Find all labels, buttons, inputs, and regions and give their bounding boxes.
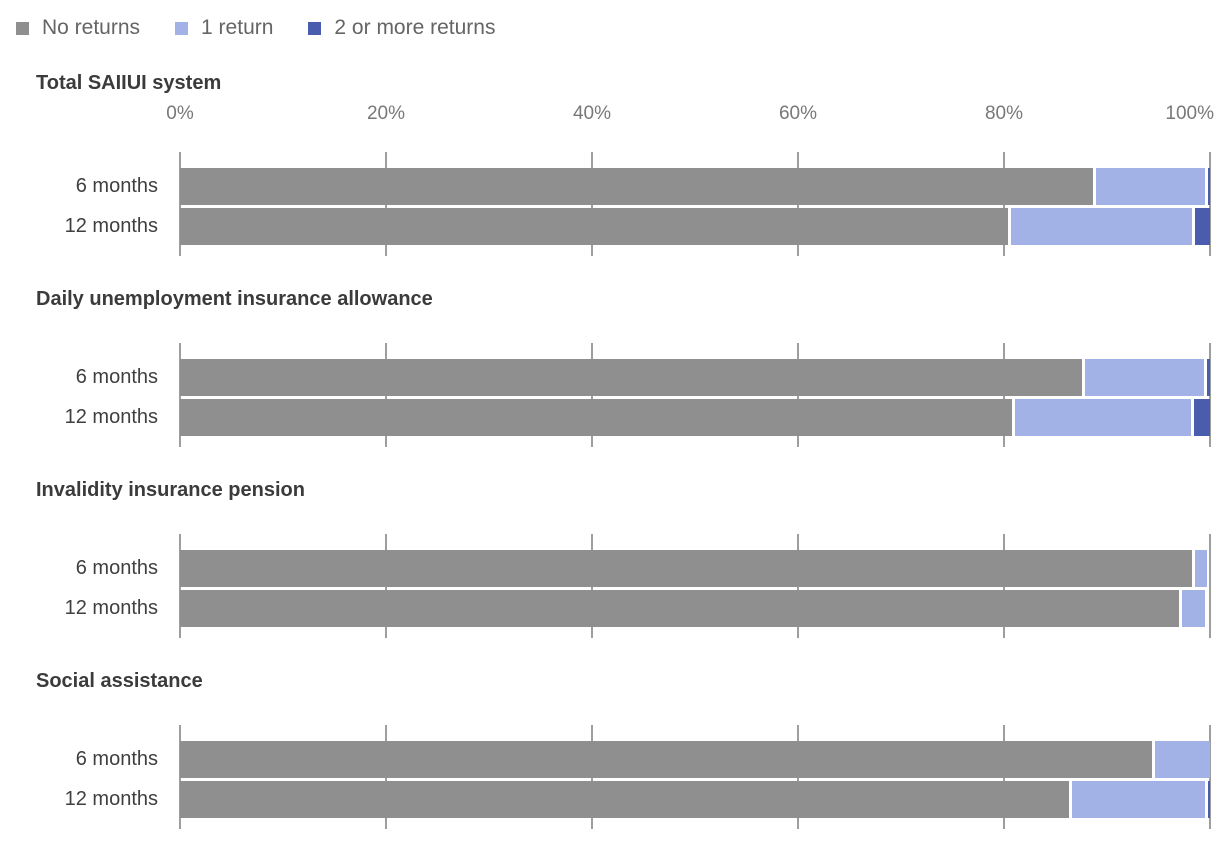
bar-segment-2-or-more-returns <box>1203 359 1210 396</box>
bar-segment-no-returns <box>180 741 1153 778</box>
x-axis-tick-label: 20% <box>366 103 406 124</box>
bar-segment-1-return <box>1192 550 1207 587</box>
legend-swatch-icon <box>16 21 29 35</box>
bar-segment-1-return <box>1082 359 1204 396</box>
bar-segment-no-returns <box>180 208 1009 245</box>
bar-row-12-months: 12 months <box>65 399 1210 436</box>
legend-label: 1 return <box>201 16 274 39</box>
bar-segment-1-return <box>1179 590 1205 627</box>
gridline <box>1209 152 1211 256</box>
row-label: 6 months <box>75 557 158 579</box>
bar-row-12-months: 12 months <box>65 781 1210 818</box>
bar-segment-1-return <box>1012 399 1192 436</box>
charts-container: Total SAIIUI system 0% 20% 40% 60% 80% 100% 6 m… <box>0 71 1220 829</box>
bar-row-6-months: 6 months <box>76 741 1210 778</box>
chart-total-saiiui-system: Total SAIIUI system 0% 20% 40% 60% 80% 100% 6 m… <box>0 71 1220 256</box>
gridline <box>1209 534 1211 638</box>
plot-area: 6 months 12 months <box>65 152 1211 256</box>
legend-item-no-returns: No returns <box>16 16 140 40</box>
plot-area: 6 months 12 months <box>65 534 1211 638</box>
row-label: 12 months <box>64 215 158 237</box>
x-axis-tick-labels: 0% 20% 40% 60% 80% 100% <box>166 103 1214 129</box>
chart-social-assistance: Social assistance 6 months 12 months <box>0 669 1220 829</box>
chart-title: Invalidity insurance pension <box>36 479 305 501</box>
chart-legend: No returns 1 return 2 or more returns <box>0 0 1220 41</box>
row-label: 12 months <box>64 406 158 428</box>
bar-row-12-months: 12 months <box>65 590 1210 627</box>
row-label: 12 months <box>64 788 158 810</box>
bar-rows: 6 months 12 months <box>65 168 1210 245</box>
legend-label: No returns <box>42 16 141 39</box>
legend-swatch-icon <box>308 21 322 35</box>
row-label: 12 months <box>64 597 158 619</box>
bar-segment-1-return <box>1068 781 1205 818</box>
bar-segment-no-returns <box>180 399 1013 436</box>
legend-item-2-or-more-returns: 2 or more returns <box>308 16 495 40</box>
bar-segment-2-or-more-returns <box>1192 208 1210 245</box>
bar-rows: 6 months 12 months <box>65 741 1210 818</box>
x-axis-tick-label: 60% <box>778 103 818 124</box>
chart-invalidity-insurance-pension: Invalidity insurance pension 6 months 12 m… <box>0 478 1220 638</box>
bar-segment-1-return <box>1092 168 1205 205</box>
plot-area: 6 months 12 months <box>65 725 1211 829</box>
bar-row-12-months: 12 months <box>65 208 1210 245</box>
bar-segment-no-returns <box>180 168 1093 205</box>
chart-daily-unemployment-insurance-allowance: Daily unemployment insurance allowance 6 … <box>0 287 1220 447</box>
bar-segment-no-returns <box>180 781 1069 818</box>
chart-title: Social assistance <box>36 670 203 692</box>
bar-rows: 6 months 12 months <box>65 359 1210 436</box>
bar-row-6-months: 6 months <box>76 359 1210 396</box>
bar-segment-no-returns <box>180 550 1193 587</box>
x-axis-tick-label: 40% <box>572 103 612 124</box>
plot-area: 6 months 12 months <box>65 343 1211 447</box>
x-axis-tick-label: 0% <box>166 103 194 124</box>
legend-item-1-return: 1 return <box>175 16 273 40</box>
bar-segment-no-returns <box>180 359 1083 396</box>
bar-segment-1-return <box>1152 741 1210 778</box>
legend-swatch-icon <box>175 21 189 35</box>
row-label: 6 months <box>75 366 158 388</box>
legend-label: 2 or more returns <box>334 16 496 39</box>
bar-segment-1-return <box>1008 208 1193 245</box>
chart-title: Daily unemployment insurance allowance <box>36 288 433 310</box>
gridline <box>1209 343 1211 447</box>
bar-rows: 6 months 12 months <box>65 550 1210 627</box>
bar-row-6-months: 6 months <box>76 550 1210 587</box>
bar-segment-2-or-more-returns <box>1191 399 1210 436</box>
row-label: 6 months <box>75 175 158 197</box>
bar-segment-2-or-more-returns <box>1204 168 1210 205</box>
x-axis-tick-label: 100% <box>1165 103 1214 124</box>
row-label: 6 months <box>75 748 158 770</box>
bar-row-6-months: 6 months <box>76 168 1210 205</box>
bar-segment-2-or-more-returns <box>1204 781 1210 818</box>
gridline <box>1209 725 1211 829</box>
bar-segment-no-returns <box>180 590 1180 627</box>
x-axis-tick-label: 80% <box>984 103 1024 124</box>
chart-title: Total SAIIUI system <box>36 72 222 94</box>
